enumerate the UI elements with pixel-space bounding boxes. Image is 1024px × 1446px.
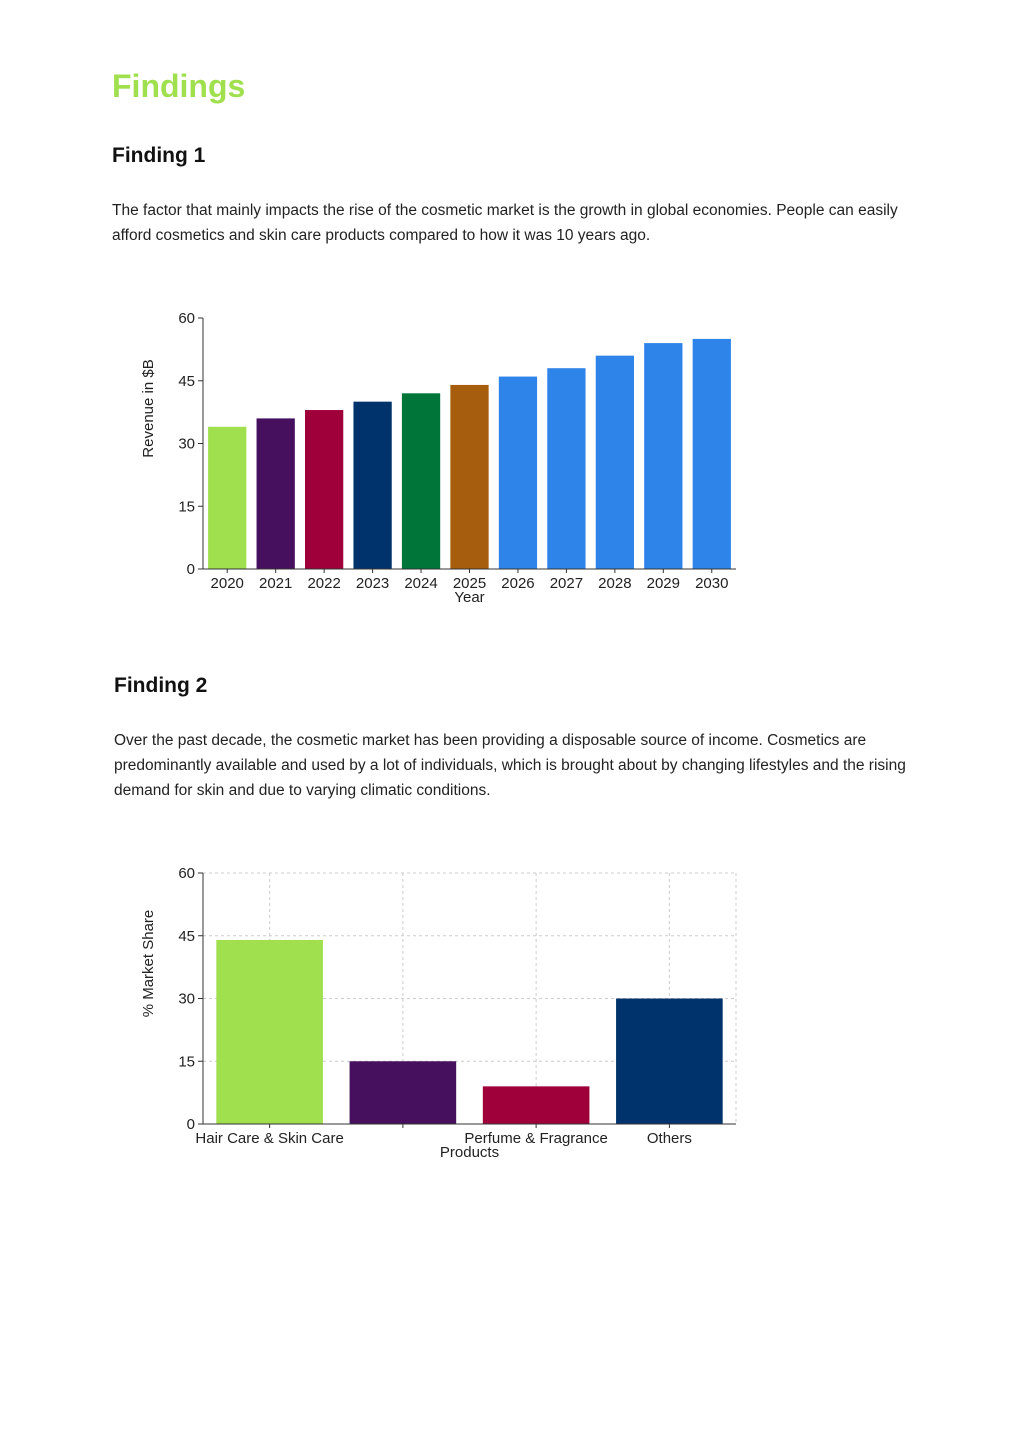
chart2-bar — [216, 939, 323, 1124]
y-tick-label: 45 — [178, 373, 195, 390]
y-tick-label: 0 — [187, 1116, 195, 1133]
x-axis-title: Year — [454, 589, 484, 606]
x-tick-label: 2022 — [307, 575, 340, 592]
chart1-bar — [644, 343, 683, 569]
chart1-bar — [692, 338, 731, 569]
y-tick-label: 45 — [178, 928, 195, 945]
chart1-bar — [595, 355, 635, 569]
chart1-bar — [498, 376, 538, 569]
x-tick-label: 2030 — [695, 575, 728, 592]
y-tick-label: 60 — [178, 310, 195, 327]
x-axis-title: Products — [440, 1144, 499, 1161]
finding-1-heading: Finding 1 — [112, 144, 206, 167]
y-axis-title: % Market Share — [140, 910, 157, 1018]
chart1-bar — [208, 426, 247, 569]
finding-2-text: Over the past decade, the cosmetic marke… — [114, 732, 906, 799]
chart1-bar — [353, 401, 392, 569]
chart1-bar — [450, 384, 489, 569]
x-tick-label: 2020 — [211, 575, 244, 592]
chart2-bar — [349, 1061, 457, 1124]
page-title: Findings — [112, 68, 246, 104]
chart1-bar — [256, 418, 295, 569]
x-tick-label: 2026 — [501, 575, 534, 592]
y-tick-label: 30 — [178, 436, 195, 453]
revenue-bar-chart: 0 15 30 45 60 2020 2021 2022 2023 2024 2025 2026 202… — [140, 310, 736, 606]
finding-1-text: The factor that mainly impacts the rise … — [112, 202, 898, 244]
y-tick-label: 30 — [178, 991, 195, 1008]
chart2-bar — [616, 998, 723, 1124]
y-tick-label: 15 — [178, 498, 195, 515]
x-tick-label: 2029 — [647, 575, 680, 592]
x-tick-label: 2027 — [550, 575, 583, 592]
x-tick-label: 2024 — [404, 575, 437, 592]
y-tick-label: 15 — [178, 1053, 195, 1070]
x-tick-label: Hair Care & Skin Care — [195, 1130, 343, 1147]
x-tick-label: Perfume & Fragrance — [464, 1130, 607, 1147]
chart1-bar — [304, 410, 344, 569]
chart1-bar — [547, 368, 586, 569]
finding-2-heading: Finding 2 — [114, 674, 208, 697]
y-axis-title: Revenue in $B — [140, 359, 157, 457]
x-tick-label: 2023 — [356, 575, 389, 592]
chart2-bar — [482, 1086, 590, 1124]
y-tick-label: 0 — [187, 561, 195, 578]
y-tick-label: 60 — [178, 865, 195, 882]
x-tick-label: Others — [647, 1130, 692, 1147]
market-share-bar-chart: 0 15 30 45 60 Hair Care & Skin Care Perfume & … — [140, 865, 737, 1161]
x-tick-label: 2028 — [598, 575, 631, 592]
x-tick-label: 2021 — [259, 575, 292, 592]
chart1-bar — [401, 393, 441, 569]
x-tick-label: 2025 — [453, 575, 486, 592]
